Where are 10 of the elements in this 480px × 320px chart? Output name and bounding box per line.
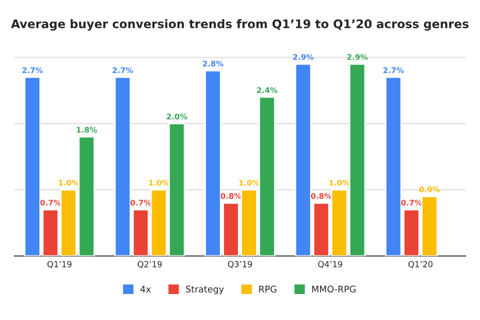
legend-label: MMO-RPG <box>312 286 356 293</box>
legend-label: RPG <box>259 286 276 293</box>
legend-label: 4x <box>140 286 151 292</box>
x-tick-label: Q1’20 <box>408 261 432 268</box>
x-tick-label: Q1’19 <box>47 261 72 268</box>
x-tick-label: Q2’19 <box>138 261 162 268</box>
x-tick-label: Q4’19 <box>318 261 342 268</box>
legend-label: Strategy <box>186 286 224 294</box>
x-tick-label: Q3’19 <box>228 261 252 268</box>
chart-title: Average buyer conversion trends from Q1’19 to Q1’20 across genres <box>10 19 469 31</box>
